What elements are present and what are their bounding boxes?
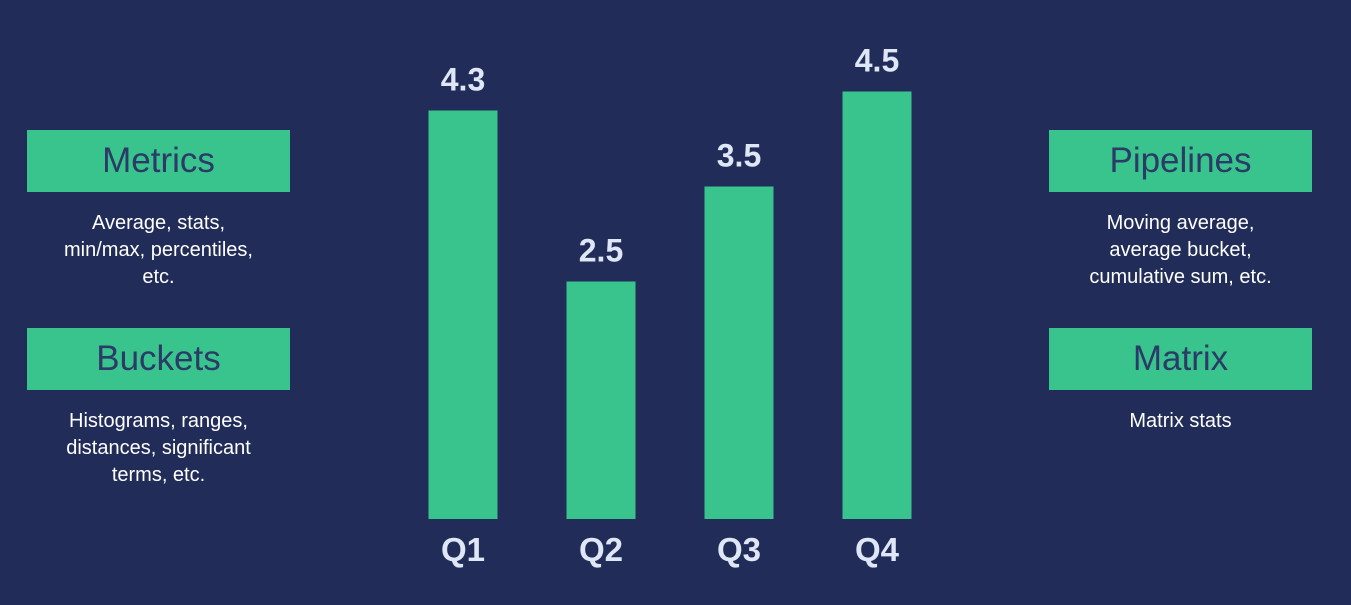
value-label-q1: 4.3 bbox=[441, 62, 485, 98]
category-label-q2: Q2 bbox=[579, 531, 623, 568]
category-label-q4: Q4 bbox=[855, 531, 900, 568]
metrics-description: Average, stats, min/max, percentiles, et… bbox=[64, 212, 253, 288]
bar-q4 bbox=[842, 91, 912, 519]
value-label-q3: 3.5 bbox=[717, 138, 761, 174]
matrix-description: Matrix stats bbox=[1129, 410, 1232, 432]
pipelines-description: Moving average, average bucket, cumulati… bbox=[1089, 212, 1272, 288]
matrix-card: Matrix Matrix stats bbox=[1049, 328, 1312, 435]
matrix-title: Matrix bbox=[1049, 328, 1312, 390]
buckets-title: Buckets bbox=[27, 328, 290, 390]
value-label-q4: 4.5 bbox=[855, 43, 899, 79]
category-label-q1: Q1 bbox=[441, 531, 485, 568]
buckets-card: Buckets Histograms, ranges, distances, s… bbox=[27, 328, 290, 489]
category-label-q3: Q3 bbox=[717, 531, 761, 568]
buckets-description: Histograms, ranges, distances, significa… bbox=[66, 410, 251, 486]
metrics-card: Metrics Average, stats, min/max, percent… bbox=[27, 130, 290, 291]
bar-q3 bbox=[704, 186, 774, 519]
value-label-q2: 2.5 bbox=[579, 233, 623, 269]
bar-q1 bbox=[428, 110, 498, 519]
metrics-title: Metrics bbox=[27, 130, 290, 192]
pipelines-title: Pipelines bbox=[1049, 130, 1312, 192]
pipelines-card: Pipelines Moving average, average bucket… bbox=[1049, 130, 1312, 291]
bar-q2 bbox=[566, 281, 636, 519]
